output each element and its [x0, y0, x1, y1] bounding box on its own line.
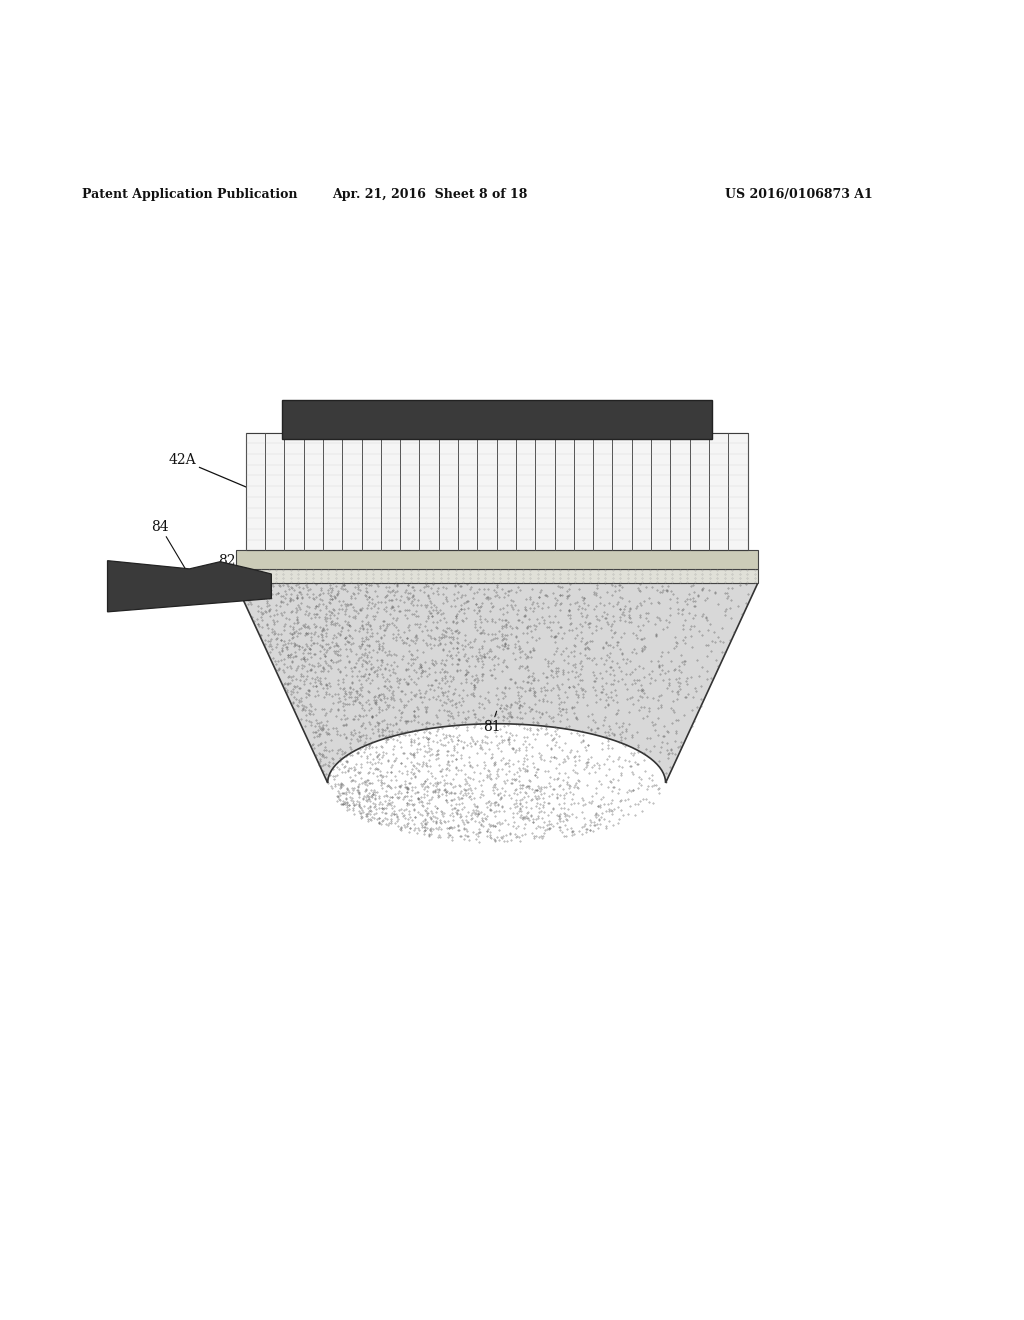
Bar	[246, 433, 748, 550]
Polygon shape	[108, 561, 271, 612]
Text: 82: 82	[218, 553, 261, 581]
Text: 80: 80	[660, 553, 719, 572]
Text: 84: 84	[152, 520, 195, 585]
Text: Patent Application Publication: Patent Application Publication	[82, 187, 297, 201]
Bar	[236, 569, 758, 583]
Polygon shape	[236, 583, 758, 783]
Text: 81: 81	[482, 711, 501, 734]
Text: US 2016/0106873 A1: US 2016/0106873 A1	[725, 187, 872, 201]
Text: FIG. 8: FIG. 8	[444, 421, 539, 449]
Text: 88: 88	[425, 455, 475, 479]
Text: 42A: 42A	[169, 453, 296, 508]
Text: Apr. 21, 2016  Sheet 8 of 18: Apr. 21, 2016 Sheet 8 of 18	[333, 187, 527, 201]
Bar	[236, 550, 758, 569]
Text: 86: 86	[640, 521, 698, 545]
Bar	[282, 400, 712, 438]
